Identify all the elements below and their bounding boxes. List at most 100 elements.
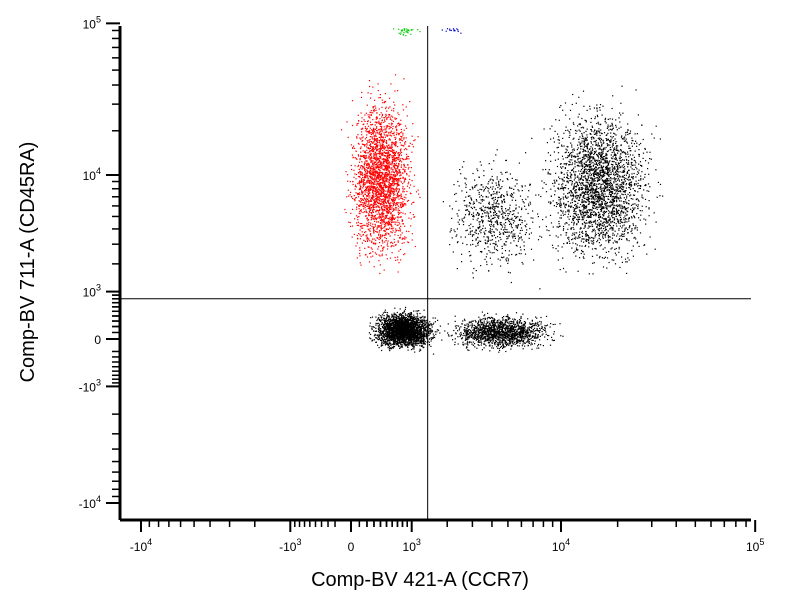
- data-point: [387, 344, 389, 346]
- data-point: [499, 349, 501, 351]
- data-point: [580, 174, 583, 177]
- data-point: [606, 127, 608, 129]
- data-point: [382, 312, 384, 314]
- data-point: [597, 121, 599, 123]
- data-point: [414, 336, 416, 339]
- data-point: [390, 333, 392, 335]
- data-point: [575, 243, 577, 245]
- data-point: [418, 332, 420, 334]
- data-point: [524, 322, 526, 324]
- data-point: [583, 146, 585, 148]
- data-point: [477, 322, 479, 324]
- data-point: [386, 326, 388, 328]
- data-point: [485, 331, 487, 333]
- data-point: [478, 333, 480, 335]
- data-point: [600, 210, 603, 212]
- data-point: [392, 322, 394, 324]
- data-point: [505, 327, 507, 329]
- data-point: [382, 338, 384, 340]
- data-point: [622, 212, 624, 214]
- data-point: [392, 330, 394, 332]
- data-point: [623, 137, 625, 139]
- data-point: [380, 334, 383, 336]
- data-point: [379, 332, 381, 334]
- data-point: [407, 331, 409, 333]
- data-point: [391, 346, 393, 348]
- data-point: [421, 332, 423, 334]
- data-point: [381, 337, 383, 339]
- data-point: [615, 211, 617, 213]
- data-point: [504, 321, 506, 323]
- data-point: [536, 337, 538, 339]
- data-point: [524, 324, 526, 326]
- data-point: [378, 319, 381, 321]
- data-point: [405, 332, 407, 334]
- data-point: [397, 323, 399, 325]
- data-point: [387, 322, 389, 325]
- data-point: [495, 313, 497, 315]
- data-point: [480, 341, 482, 343]
- data-point: [418, 324, 420, 326]
- data-point: [631, 173, 633, 175]
- data-point: [509, 327, 511, 329]
- data-point: [575, 203, 577, 206]
- data-point: [611, 226, 613, 228]
- data-point: [579, 194, 581, 196]
- data-point: [577, 219, 579, 221]
- data-point: [404, 325, 406, 327]
- data-point: [491, 335, 493, 337]
- data-point: [503, 324, 505, 326]
- data-point: [397, 328, 399, 330]
- data-point: [418, 333, 420, 336]
- data-point: [387, 335, 389, 338]
- data-point: [586, 146, 588, 148]
- data-point: [605, 210, 608, 213]
- data-point: [501, 321, 503, 323]
- data-point: [612, 136, 614, 138]
- data-point: [502, 347, 504, 349]
- data-point: [532, 332, 534, 334]
- data-point: [488, 316, 490, 319]
- data-point: [401, 331, 403, 333]
- data-point: [542, 345, 544, 347]
- data-point: [522, 336, 524, 338]
- data-point: [593, 207, 595, 209]
- data-point: [460, 326, 462, 328]
- data-point: [479, 325, 481, 327]
- data-point: [497, 337, 500, 339]
- data-point: [603, 225, 605, 227]
- data-point: [532, 329, 535, 331]
- data-point: [508, 325, 510, 328]
- data-point: [469, 341, 471, 343]
- data-point: [571, 205, 573, 207]
- data-point: [620, 214, 622, 216]
- data-point: [398, 331, 401, 333]
- data-point: [377, 334, 379, 336]
- data-point: [582, 209, 584, 211]
- data-point: [499, 331, 501, 333]
- data-point: [413, 348, 415, 350]
- data-point: [423, 332, 425, 334]
- data-point: [470, 336, 472, 339]
- data-point: [542, 329, 544, 331]
- data-point: [498, 333, 500, 335]
- data-point: [387, 342, 389, 344]
- data-point: [483, 325, 485, 327]
- data-point: [405, 326, 407, 328]
- data-point: [638, 169, 640, 171]
- data-point: [592, 221, 594, 223]
- data-point: [504, 329, 506, 331]
- data-point: [619, 187, 621, 189]
- data-point: [491, 331, 493, 333]
- data-point: [439, 325, 441, 327]
- data-point: [583, 211, 586, 213]
- data-point: [537, 335, 539, 337]
- data-point: [403, 338, 406, 340]
- data-point: [429, 324, 431, 326]
- data-point: [584, 185, 586, 187]
- data-point: [571, 149, 574, 151]
- data-point: [447, 334, 450, 336]
- data-point: [504, 325, 506, 327]
- data-point: [403, 329, 405, 331]
- data-point: [596, 104, 598, 106]
